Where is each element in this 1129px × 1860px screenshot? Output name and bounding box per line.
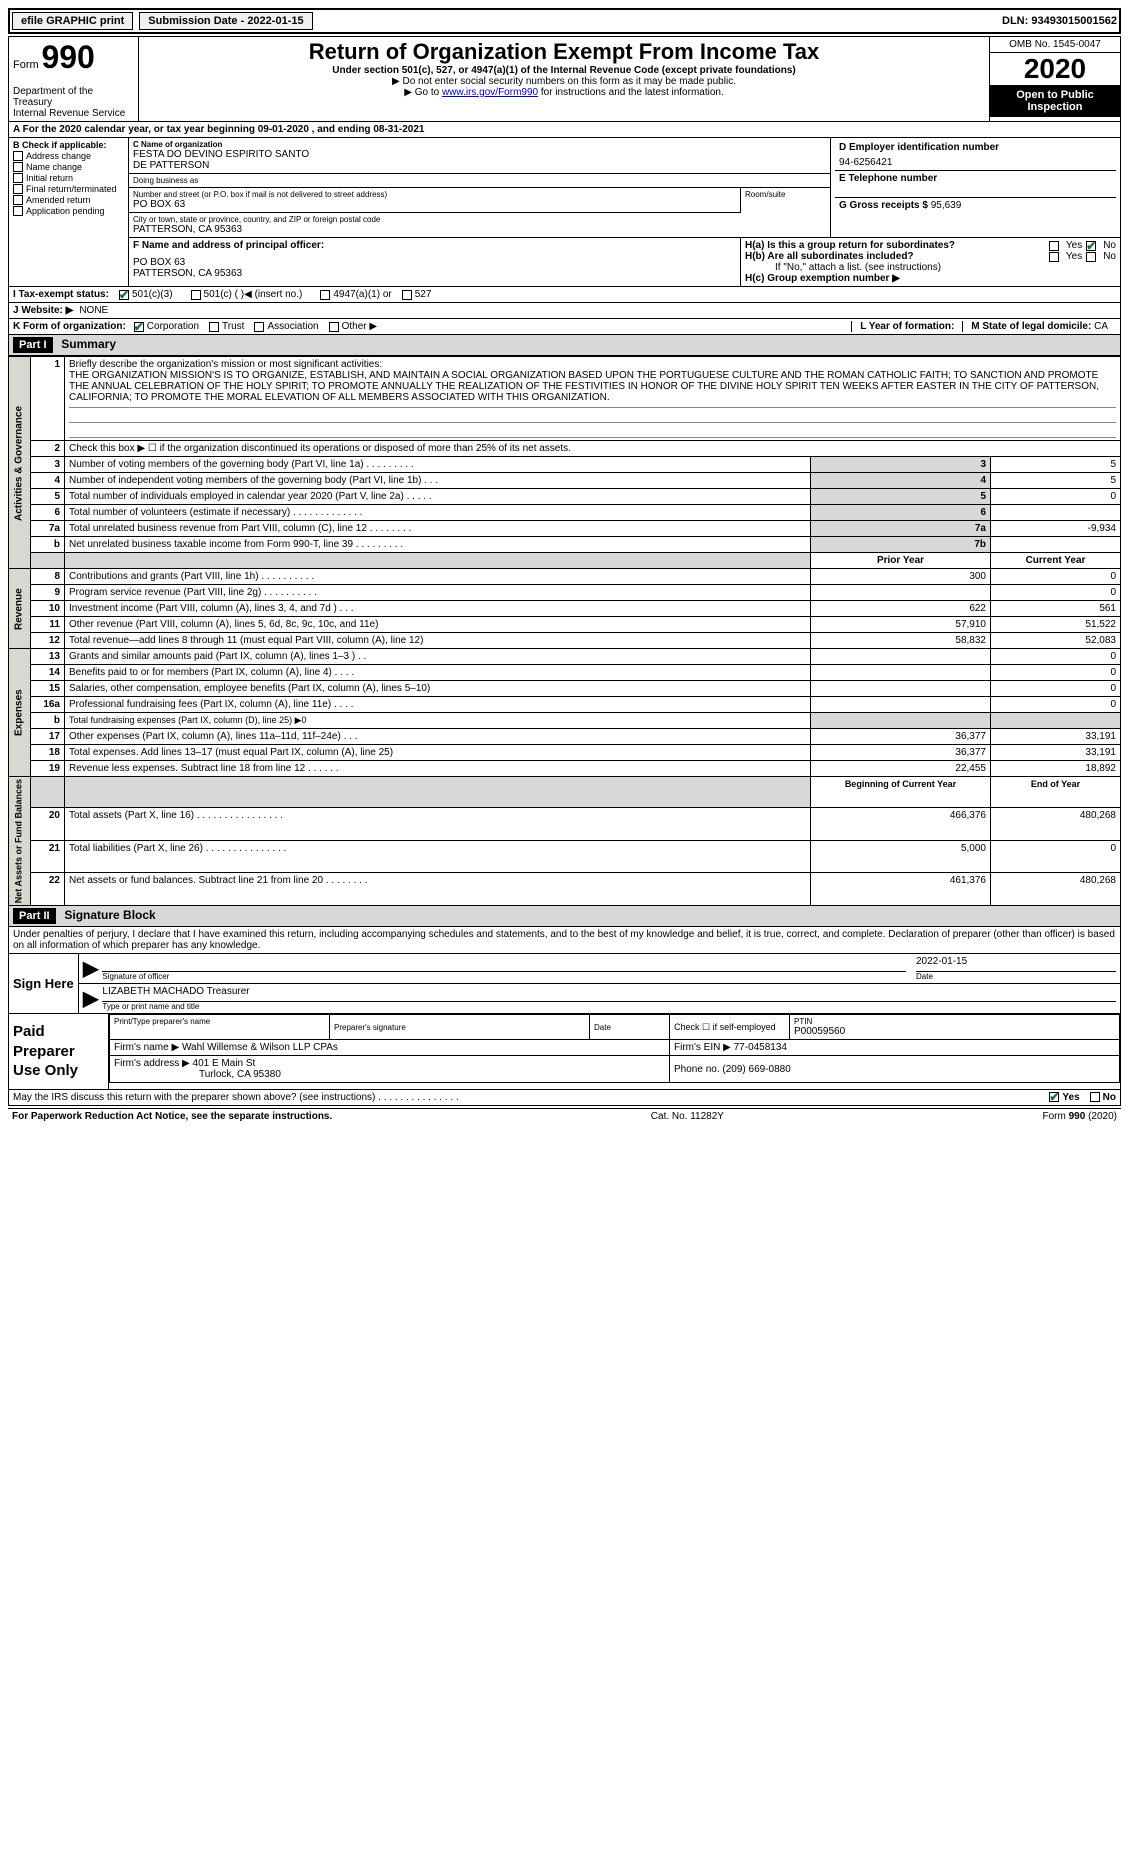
col-b-checkboxes: B Check if applicable: Address change Na… <box>9 138 129 286</box>
dba-cell: Doing business as <box>129 174 830 188</box>
submission-date: Submission Date - 2022-01-15 <box>139 12 312 30</box>
phone-cell: E Telephone number <box>835 171 1116 198</box>
row-i-tax-status: I Tax-exempt status: 501(c)(3) 501(c) ( … <box>8 287 1121 303</box>
cb-final-return[interactable]: Final return/terminated <box>13 184 124 194</box>
open-to-public: Open to Public Inspection <box>990 85 1120 117</box>
mission-text: THE ORGANIZATION MISSION'S IS TO ORGANIZ… <box>69 370 1099 403</box>
expenses-label: Expenses <box>9 649 31 777</box>
city-cell: City or town, state or province, country… <box>129 213 830 237</box>
cb-amended-return[interactable]: Amended return <box>13 195 124 205</box>
row-a-tax-year: A For the 2020 calendar year, or tax yea… <box>8 122 1121 138</box>
irs-link[interactable]: www.irs.gov/Form990 <box>442 87 538 98</box>
principal-officer-cell: F Name and address of principal officer:… <box>129 238 740 286</box>
perjury-declaration: Under penalties of perjury, I declare th… <box>8 927 1121 954</box>
tax-year: 2020 <box>990 53 1120 85</box>
form-number: 990 <box>41 39 94 75</box>
paid-preparer-label: Paid Preparer Use Only <box>9 1014 109 1089</box>
group-return-cell: H(a) Is this a group return for subordin… <box>740 238 1120 286</box>
form-title: Return of Organization Exempt From Incom… <box>145 39 983 65</box>
form-subtitle: Under section 501(c), 527, or 4947(a)(1)… <box>145 65 983 76</box>
entity-info-grid: B Check if applicable: Address change Na… <box>8 138 1121 287</box>
omb-number: OMB No. 1545-0047 <box>990 37 1120 53</box>
arrow-icon: ▶ <box>83 986 98 1011</box>
form-header: Form 990 Department of the Treasury Inte… <box>8 36 1121 122</box>
ein-cell: D Employer identification number 94-6256… <box>835 140 1116 171</box>
arrow-icon: ▶ <box>83 956 98 981</box>
efile-button[interactable]: efile GRAPHIC print <box>12 12 133 30</box>
summary-table: Activities & Governance 1 Briefly descri… <box>8 356 1121 906</box>
top-bar: efile GRAPHIC print Submission Date - 20… <box>8 8 1121 34</box>
org-name-cell: C Name of organization FESTA DO DEVINO E… <box>129 138 830 174</box>
room-cell: Room/suite <box>740 188 830 213</box>
col-b-header: B Check if applicable: <box>13 140 124 150</box>
instruction-2: ▶ Go to www.irs.gov/Form990 for instruct… <box>145 87 983 98</box>
cb-address-change[interactable]: Address change <box>13 151 124 161</box>
page-footer: For Paperwork Reduction Act Notice, see … <box>8 1108 1121 1124</box>
dln: DLN: 93493015001562 <box>1002 15 1117 27</box>
cb-name-change[interactable]: Name change <box>13 162 124 172</box>
row-k-form-org: K Form of organization: Corporation Trus… <box>8 319 1121 335</box>
may-irs-discuss-row: May the IRS discuss this return with the… <box>8 1090 1121 1106</box>
row-j-website: J Website: ▶ NONE <box>8 303 1121 319</box>
line-2: Check this box ▶ ☐ if the organization d… <box>65 441 1121 457</box>
part-2-header: Part II Signature Block <box>8 906 1121 927</box>
paid-preparer-block: Paid Preparer Use Only Print/Type prepar… <box>8 1014 1121 1090</box>
activities-label: Activities & Governance <box>9 357 31 569</box>
cb-initial-return[interactable]: Initial return <box>13 173 124 183</box>
netassets-label: Net Assets or Fund Balances <box>9 777 31 906</box>
revenue-label: Revenue <box>9 569 31 649</box>
gross-receipts-cell: G Gross receipts $ 95,639 <box>835 198 1116 213</box>
signature-block: Sign Here ▶ Signature of officer 2022-01… <box>8 954 1121 1014</box>
department: Department of the Treasury Internal Reve… <box>13 86 134 119</box>
form-label: Form <box>13 59 39 71</box>
sign-here-label: Sign Here <box>9 954 79 1013</box>
instruction-1: ▶ Do not enter social security numbers o… <box>145 76 983 87</box>
part-1-header: Part I Summary <box>8 335 1121 356</box>
street-cell: Number and street (or P.O. box if mail i… <box>129 188 740 213</box>
cb-application-pending[interactable]: Application pending <box>13 206 124 216</box>
